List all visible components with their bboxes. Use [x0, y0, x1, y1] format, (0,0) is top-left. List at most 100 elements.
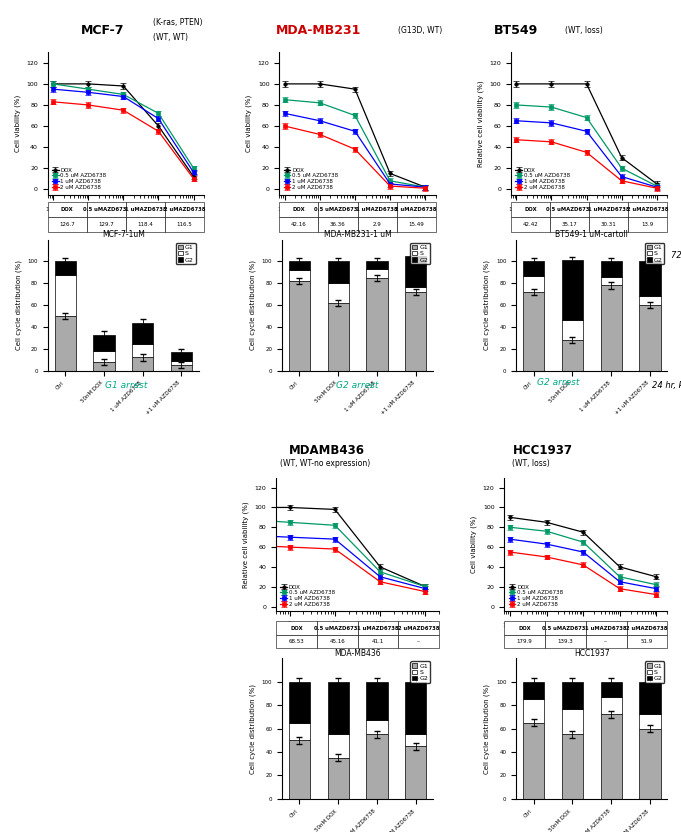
- Bar: [562, 320, 583, 340]
- Bar: [639, 715, 661, 729]
- Bar: [601, 697, 622, 715]
- Bar: [171, 361, 192, 365]
- Y-axis label: Cell cycle distribution (%): Cell cycle distribution (%): [484, 260, 490, 350]
- Text: G1 arrest: G1 arrest: [105, 381, 147, 390]
- Text: (G13D, WT): (G13D, WT): [398, 26, 442, 35]
- Title: MDA-MB231-1 uM: MDA-MB231-1 uM: [323, 230, 392, 239]
- Bar: [289, 723, 310, 740]
- Bar: [562, 681, 583, 709]
- Bar: [132, 358, 153, 370]
- Bar: [366, 261, 387, 269]
- Bar: [93, 362, 114, 370]
- Bar: [289, 270, 310, 281]
- Bar: [562, 260, 583, 320]
- Bar: [639, 729, 661, 799]
- Text: G2 arrest: G2 arrest: [336, 381, 379, 390]
- Text: 72 hr, CCK-8: 72 hr, CCK-8: [671, 250, 681, 260]
- Bar: [328, 303, 349, 370]
- X-axis label: DOX (nM): DOX (nM): [339, 631, 376, 641]
- Text: (WT, loss): (WT, loss): [565, 26, 603, 35]
- Legend: G1, S, G2: G1, S, G2: [411, 243, 430, 265]
- Bar: [405, 681, 426, 735]
- Bar: [639, 296, 661, 305]
- Title: MCF-7-1uM: MCF-7-1uM: [101, 230, 144, 239]
- Bar: [366, 721, 387, 735]
- Bar: [289, 261, 310, 270]
- Bar: [132, 344, 153, 358]
- Text: 24 hr, PI staining: 24 hr, PI staining: [652, 381, 681, 390]
- Legend: DOX, 0.5 uM AZD6738, 1 uM AZD6738, 2 uM AZD6738: DOX, 0.5 uM AZD6738, 1 uM AZD6738, 2 uM …: [507, 583, 565, 609]
- Bar: [562, 709, 583, 735]
- Bar: [93, 351, 114, 362]
- Bar: [328, 681, 349, 735]
- Y-axis label: Cell cycle distribution (%): Cell cycle distribution (%): [484, 684, 490, 774]
- Bar: [328, 261, 349, 283]
- Bar: [93, 334, 114, 351]
- Bar: [289, 281, 310, 370]
- Text: MDA-MB231: MDA-MB231: [276, 23, 361, 37]
- Legend: G1, S, G2: G1, S, G2: [176, 243, 195, 265]
- Text: MDAMB436: MDAMB436: [289, 443, 364, 457]
- Bar: [289, 681, 310, 723]
- Y-axis label: Relative cell viability (%): Relative cell viability (%): [242, 502, 249, 588]
- Bar: [54, 316, 76, 370]
- X-axis label: DOX (nM): DOX (nM): [568, 636, 604, 645]
- Bar: [366, 269, 387, 278]
- Y-axis label: Cell cycle distribution (%): Cell cycle distribution (%): [250, 684, 256, 774]
- Y-axis label: Cell cycle distribution (%): Cell cycle distribution (%): [16, 260, 22, 350]
- Bar: [328, 283, 349, 303]
- Legend: DOX, 0.5 uM AZD6738, 1 uM AZD6738, 2 uM AZD6738: DOX, 0.5 uM AZD6738, 1 uM AZD6738, 2 uM …: [50, 166, 108, 191]
- Y-axis label: Relative cell viability (%): Relative cell viability (%): [477, 80, 484, 166]
- Y-axis label: Cell viability (%): Cell viability (%): [246, 95, 252, 152]
- Legend: DOX, 0.5 uM AZD6738, 1 uM AZD6738, 2 uM AZD6738: DOX, 0.5 uM AZD6738, 1 uM AZD6738, 2 uM …: [513, 166, 571, 191]
- Title: MDA-MB436: MDA-MB436: [334, 648, 381, 657]
- Bar: [601, 681, 622, 697]
- Text: G2 arrest: G2 arrest: [537, 379, 579, 387]
- Bar: [562, 735, 583, 799]
- Legend: G1, S, G2: G1, S, G2: [411, 661, 430, 683]
- Bar: [289, 740, 310, 799]
- X-axis label: DOX (nM): DOX (nM): [339, 219, 376, 228]
- Bar: [405, 746, 426, 799]
- Bar: [366, 278, 387, 370]
- Legend: G1, S, G2: G1, S, G2: [645, 661, 664, 683]
- Bar: [405, 286, 426, 292]
- Bar: [523, 723, 544, 799]
- Text: (WT, loss): (WT, loss): [512, 458, 550, 468]
- Title: BT549-1 uM-cartoII: BT549-1 uM-cartoII: [556, 230, 629, 239]
- Bar: [171, 352, 192, 361]
- Bar: [523, 261, 544, 275]
- Text: HCC1937: HCC1937: [512, 443, 573, 457]
- Bar: [639, 681, 661, 715]
- Bar: [328, 758, 349, 799]
- Bar: [405, 735, 426, 746]
- Y-axis label: Cell cycle distribution (%): Cell cycle distribution (%): [250, 260, 256, 350]
- Bar: [562, 340, 583, 370]
- Bar: [523, 699, 544, 723]
- Bar: [405, 256, 426, 286]
- Bar: [366, 681, 387, 721]
- Bar: [366, 735, 387, 799]
- Text: (K-ras, PTEN): (K-ras, PTEN): [153, 18, 203, 27]
- Bar: [601, 715, 622, 799]
- Legend: DOX, 0.5 uM AZD6738, 1 uM AZD6738, 2 uM AZD6738: DOX, 0.5 uM AZD6738, 1 uM AZD6738, 2 uM …: [279, 583, 336, 609]
- Bar: [171, 365, 192, 370]
- Bar: [601, 261, 622, 277]
- Bar: [132, 323, 153, 344]
- Text: BT549: BT549: [494, 23, 539, 37]
- Bar: [639, 305, 661, 370]
- Bar: [601, 285, 622, 370]
- Bar: [328, 735, 349, 758]
- Text: (WT, WT-no expression): (WT, WT-no expression): [280, 458, 370, 468]
- Bar: [54, 261, 76, 275]
- Y-axis label: Cell viability (%): Cell viability (%): [14, 95, 20, 152]
- Text: MCF-7: MCF-7: [80, 23, 124, 37]
- Title: HCC1937: HCC1937: [574, 648, 609, 657]
- Bar: [523, 275, 544, 292]
- Bar: [523, 681, 544, 699]
- X-axis label: DOX (nM): DOX (nM): [571, 219, 607, 228]
- Legend: DOX, 0.5 uM AZD6738, 1 uM AZD6738, 2 uM AZD6738: DOX, 0.5 uM AZD6738, 1 uM AZD6738, 2 uM …: [282, 166, 340, 191]
- Y-axis label: Cell viability (%): Cell viability (%): [471, 516, 477, 573]
- X-axis label: DOX (nM): DOX (nM): [108, 219, 144, 228]
- Bar: [523, 292, 544, 370]
